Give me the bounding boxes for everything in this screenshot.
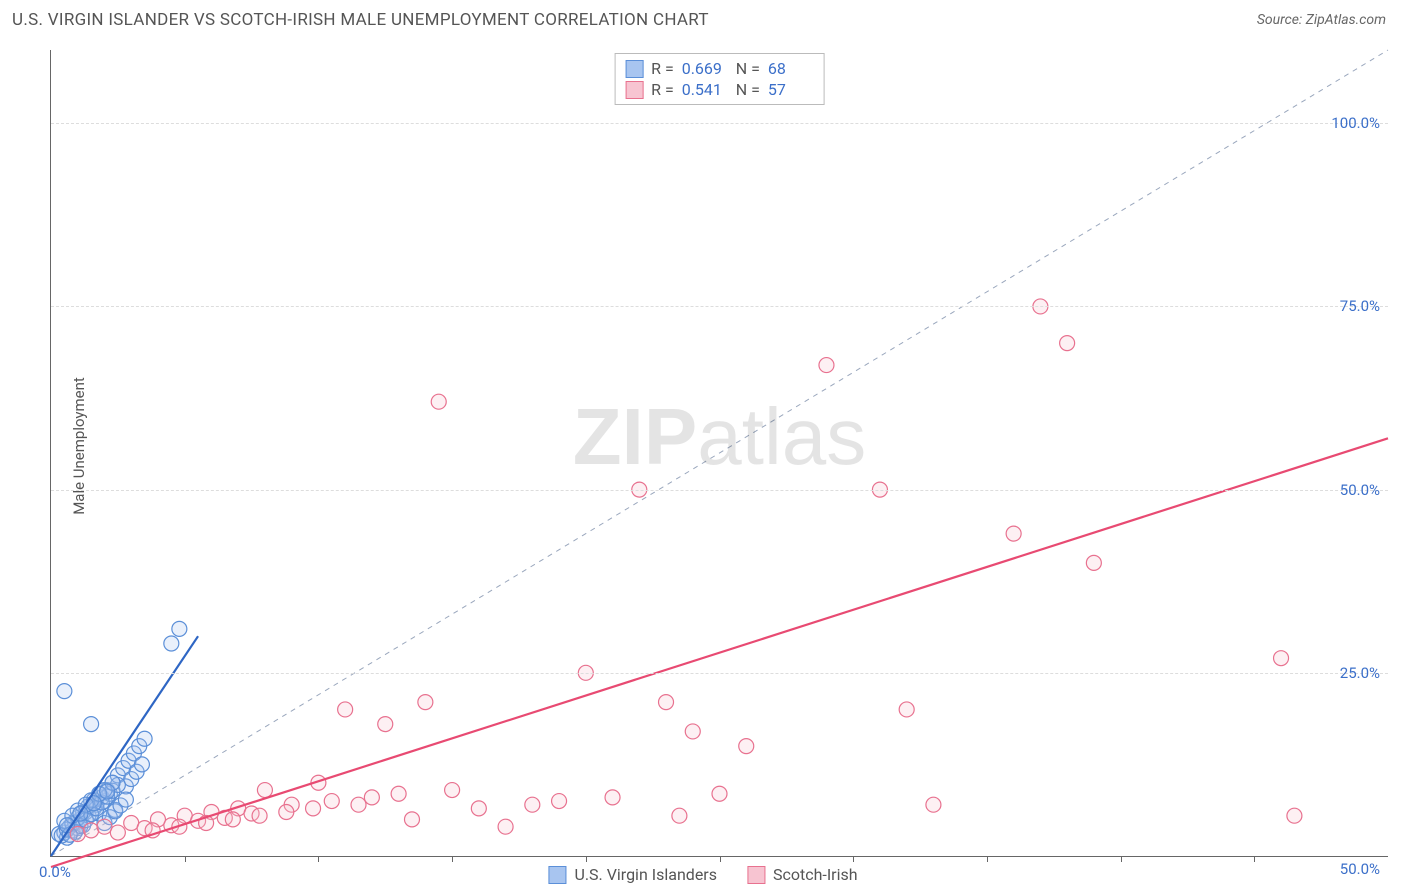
x-tick xyxy=(185,856,186,862)
y-tick-label: 75.0% xyxy=(1340,297,1380,315)
stats-row-series-1: R = 0.669 N = 68 xyxy=(625,58,814,79)
stats-row-series-2: R = 0.541 N = 57 xyxy=(625,79,814,100)
grid-line xyxy=(51,123,1388,124)
chart-title: U.S. VIRGIN ISLANDER VS SCOTCH-IRISH MAL… xyxy=(12,10,709,30)
x-tick xyxy=(318,856,319,862)
scatter-plot-svg xyxy=(51,50,1388,856)
grid-line xyxy=(51,673,1388,674)
x-tick xyxy=(987,856,988,862)
x-axis-max-label: 50.0% xyxy=(1340,860,1380,878)
swatch-series-2 xyxy=(625,81,643,99)
x-tick xyxy=(452,856,453,862)
x-tick xyxy=(853,856,854,862)
x-tick xyxy=(720,856,721,862)
legend-swatch-1 xyxy=(548,866,566,884)
grid-line xyxy=(51,306,1388,307)
x-axis-min-label: 0.0% xyxy=(39,863,71,881)
y-tick-label: 50.0% xyxy=(1340,481,1380,499)
legend: U.S. Virgin Islanders Scotch-Irish xyxy=(548,865,857,884)
swatch-series-1 xyxy=(625,60,643,78)
y-tick-label: 25.0% xyxy=(1340,664,1380,682)
x-tick xyxy=(1121,856,1122,862)
source-attribution: Source: ZipAtlas.com xyxy=(1257,12,1386,28)
grid-line xyxy=(51,490,1388,491)
correlation-stats-box: R = 0.669 N = 68 R = 0.541 N = 57 xyxy=(614,53,825,105)
legend-item-2: Scotch-Irish xyxy=(747,865,858,884)
x-tick xyxy=(1254,856,1255,862)
legend-swatch-2 xyxy=(747,866,765,884)
x-tick xyxy=(586,856,587,862)
y-tick-label: 100.0% xyxy=(1331,114,1380,132)
legend-item-1: U.S. Virgin Islanders xyxy=(548,865,717,884)
plot-area: ZIPatlas R = 0.669 N = 68 R = 0.541 N = … xyxy=(50,50,1388,857)
